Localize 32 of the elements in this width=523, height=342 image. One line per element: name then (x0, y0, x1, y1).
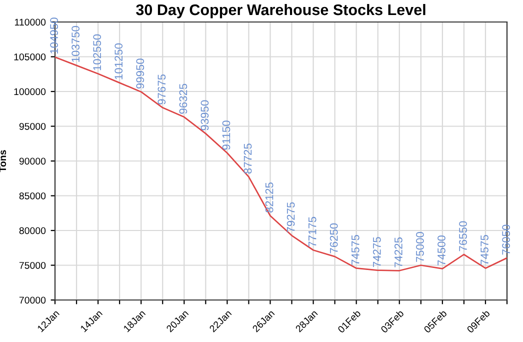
y-tick-label: 70000 (19, 296, 46, 304)
data-label: 74575 (352, 234, 360, 265)
data-label: 79275 (286, 202, 295, 232)
data-label: 91150 (222, 120, 230, 150)
data-label: 87725 (244, 144, 252, 174)
y-tick-label: 85000 (19, 192, 46, 200)
data-label: 76250 (330, 223, 338, 254)
data-label: 93950 (200, 100, 209, 130)
data-label: 99950 (136, 58, 144, 89)
data-label: 104950 (50, 18, 58, 54)
data-label: 82125 (265, 182, 274, 212)
data-label: 74275 (372, 237, 381, 267)
y-tick-label: 90000 (19, 158, 46, 165)
data-label: 74575 (480, 234, 488, 265)
data-label: 102550 (93, 34, 102, 70)
data-label: 96325 (179, 84, 188, 114)
data-label: 76050 (502, 224, 510, 255)
data-label: 97675 (158, 74, 166, 104)
y-tick-label: 75000 (19, 262, 46, 269)
chart-title: 30 Day Copper Warehouse Stocks Level (136, 4, 426, 18)
y-tick-label: 110000 (14, 18, 46, 26)
data-label: 75000 (416, 232, 424, 262)
y-tick-label: 95000 (19, 122, 46, 130)
y-tick-label: 105000 (14, 53, 46, 60)
y-tick-label: 100000 (14, 88, 46, 96)
data-label: 74500 (438, 235, 446, 266)
data-label: 74225 (394, 237, 402, 268)
data-label: 77175 (308, 216, 316, 247)
data-label: 101250 (114, 43, 123, 80)
data-label: 76550 (459, 221, 467, 252)
data-label: 103750 (72, 26, 80, 62)
y-tick-label: 80000 (19, 227, 46, 234)
